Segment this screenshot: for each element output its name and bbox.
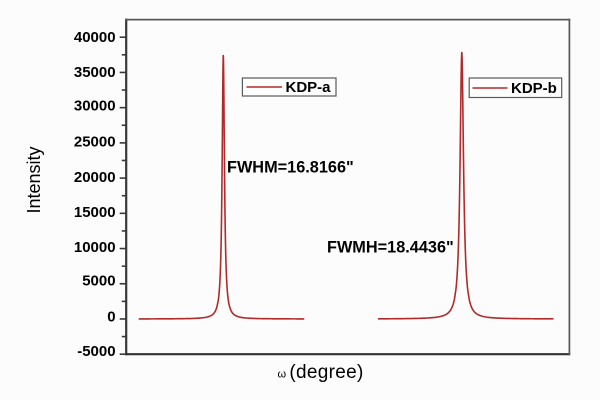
svg-text:20000: 20000 — [74, 169, 116, 186]
svg-text:FWMH=18.4436": FWMH=18.4436" — [327, 239, 454, 257]
svg-text:40000: 40000 — [74, 29, 116, 46]
svg-text:15000: 15000 — [74, 204, 116, 221]
svg-text:ω: ω — [278, 368, 287, 380]
svg-text:25000: 25000 — [74, 133, 116, 150]
svg-text:KDP-b: KDP-b — [511, 80, 557, 97]
svg-text:5000: 5000 — [82, 272, 115, 289]
svg-text:30000: 30000 — [74, 98, 116, 115]
svg-text:0: 0 — [107, 308, 115, 325]
svg-text:KDP-a: KDP-a — [286, 79, 332, 96]
svg-text:35000: 35000 — [74, 64, 116, 81]
svg-text:-5000: -5000 — [77, 343, 115, 360]
svg-text:Intensity: Intensity — [24, 146, 44, 213]
svg-text:FWHM=16.8166": FWHM=16.8166" — [227, 159, 354, 177]
svg-text:10000: 10000 — [74, 239, 116, 256]
svg-text:(degree): (degree) — [289, 362, 363, 383]
